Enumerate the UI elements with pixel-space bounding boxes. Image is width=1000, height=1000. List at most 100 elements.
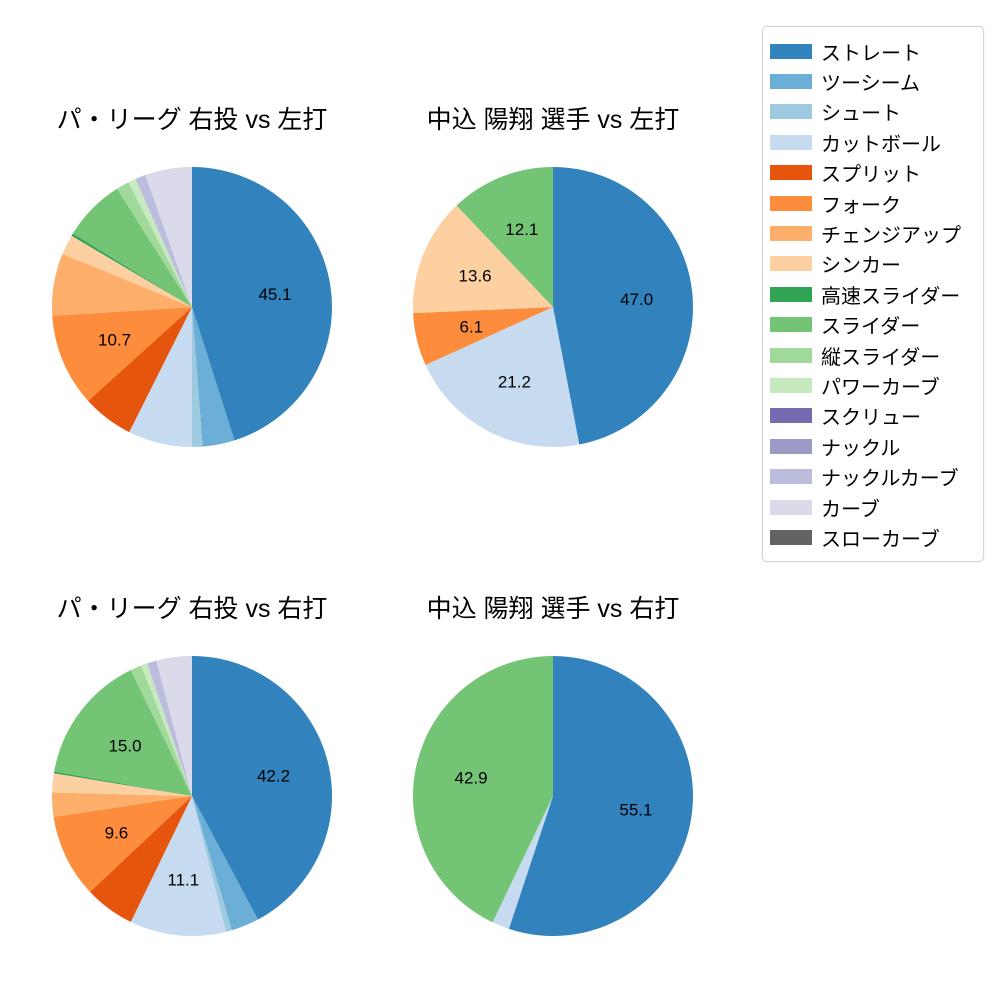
legend-row-11: パワーカーブ <box>770 370 977 400</box>
legend-swatch-icon <box>770 256 812 272</box>
pie-slice-シンカー <box>52 773 192 796</box>
pie-slice-チェンジアップ <box>52 253 192 316</box>
pie-slice-パワーカーブ <box>141 663 192 796</box>
legend-swatch-icon <box>770 74 812 90</box>
pie-slice-ナックルカーブ <box>135 174 192 307</box>
legend-label: パワーカーブ <box>821 376 940 399</box>
legend-row-1: ツーシーム <box>770 66 977 96</box>
chart-title-pa-league-vs-left: パ・リーグ 右投 vs 左打 <box>56 106 328 134</box>
pie-slice-チェンジアップ <box>52 792 193 818</box>
legend-label: スローカーブ <box>821 528 940 551</box>
pie-slice-ナックルカーブ <box>147 660 192 796</box>
pie-percentage-label: 9.6 <box>105 824 129 843</box>
pie-slice-フォーク <box>413 307 553 366</box>
legend-swatch-icon <box>770 408 812 424</box>
legend-swatch-icon <box>770 347 812 363</box>
pie-slice-縦スライダー <box>116 182 192 307</box>
pie-slice-スライダー <box>456 167 553 307</box>
legend-swatch-icon <box>770 165 812 181</box>
legend-label: 縦スライダー <box>821 346 941 369</box>
legend: ストレートツーシーム シュート カットボールスプリット フォークチェンジアップ シンカー… <box>762 26 984 562</box>
pie-percentage-label: 6.1 <box>460 318 484 337</box>
pie-slice-スライダー <box>72 188 192 307</box>
pie-percentage-label: 47.0 <box>620 290 653 309</box>
pie-player-vs-right: 55.1 42.9 <box>412 656 693 936</box>
legend-label: ツーシーム <box>821 73 920 96</box>
legend-label: スプリット <box>821 164 921 187</box>
legend-swatch-icon <box>770 377 812 393</box>
pie-slice-スプリット <box>89 796 192 922</box>
legend-label: チェンジアップ <box>821 225 961 248</box>
pie-slice-フォーク <box>53 796 192 892</box>
pie-percentage-label: 45.1 <box>258 285 291 304</box>
pie-percentage-label: 13.6 <box>459 267 492 286</box>
pie-percentage-label: 42.9 <box>455 768 488 787</box>
legend-label: ナックル <box>821 437 901 460</box>
legend-label: シンカー <box>821 255 901 278</box>
legend-swatch-icon <box>770 104 812 120</box>
legend-row-0: ストレート <box>770 36 977 66</box>
pie-slice-カットボール <box>130 796 226 936</box>
pie-slice-ツーシーム <box>192 307 235 447</box>
pie-slice-ストレート <box>192 656 333 920</box>
chart-title-pa-league-vs-right: パ・リーグ 右投 vs 右打 <box>56 595 328 623</box>
pie-slice-ストレート <box>192 167 333 441</box>
pie-slice-ストレート <box>553 167 693 445</box>
pie-slice-スライダー <box>54 670 192 796</box>
legend-label: スライダー <box>821 316 921 339</box>
pie-slice-カットボール <box>129 307 192 447</box>
legend-row-8: 高速スライダー <box>770 279 977 309</box>
legend-row-16: スローカーブ <box>770 522 977 552</box>
pie-percentage-label: 42.2 <box>257 767 290 786</box>
pie-slice-フォーク <box>52 307 192 401</box>
legend-swatch-icon <box>770 469 812 485</box>
pie-percentage-label: 21.2 <box>498 373 531 392</box>
pie-slice-シュート <box>192 796 232 932</box>
pie-percentage-label: 55.1 <box>619 800 652 819</box>
pie-slice-シンカー <box>413 205 553 314</box>
legend-swatch-icon <box>770 134 812 150</box>
pie-slice-ストレート <box>508 656 693 936</box>
pie-slice-スライダー <box>412 656 553 923</box>
legend-label: ストレート <box>821 42 921 65</box>
legend-label: スクリュー <box>821 407 921 430</box>
legend-row-15: カーブ <box>770 492 977 522</box>
legend-swatch-icon <box>770 43 812 59</box>
pie-slice-パワーカーブ <box>128 178 192 307</box>
legend-label: カーブ <box>821 498 880 521</box>
legend-row-13: ナックル <box>770 431 977 461</box>
legend-swatch-icon <box>770 529 812 545</box>
legend-swatch-icon <box>770 226 812 242</box>
pie-percentage-label: 10.7 <box>98 331 131 350</box>
chart-title-player-vs-left: 中込 陽翔 選手 vs 左打 <box>426 106 680 134</box>
pie-slice-ツーシーム <box>192 796 258 931</box>
legend-row-4: スプリット <box>770 158 977 188</box>
legend-row-2: シュート <box>770 97 977 127</box>
pie-player-vs-left: 47.0 21.2 6.1 13.6 12.1 <box>413 167 693 447</box>
pie-percentage-label: 12.1 <box>505 220 538 239</box>
legend-row-3: カットボール <box>770 127 977 157</box>
pie-slice-カットボール <box>425 307 580 447</box>
legend-row-5: フォーク <box>770 188 977 218</box>
legend-swatch-icon <box>770 286 812 302</box>
pie-slice-カーブ <box>156 656 192 796</box>
pie-slice-カットボール <box>492 796 553 929</box>
legend-row-14: ナックルカーブ <box>770 461 977 491</box>
pie-slice-シンカー <box>62 235 192 307</box>
pie-slice-縦スライダー <box>130 665 192 796</box>
legend-label: 高速スライダー <box>821 285 961 308</box>
pie-slice-高速スライダー <box>53 771 192 796</box>
legend-row-12: スクリュー <box>770 401 977 431</box>
pie-slice-スプリット <box>88 307 192 433</box>
pie-percentage-label: 15.0 <box>108 736 141 755</box>
pie-percentage-label: 11.1 <box>167 871 199 890</box>
legend-row-10: 縦スライダー <box>770 340 977 370</box>
legend-label: ナックルカーブ <box>821 468 959 491</box>
pie-pa-league-vs-right: 42.2 11.1 9.6 15.0 <box>52 656 333 936</box>
legend-swatch-icon <box>770 438 812 454</box>
legend-row-9: スライダー <box>770 310 977 340</box>
pie-pa-league-vs-left: 45.1 10.7 <box>52 167 333 447</box>
pie-slice-シュート <box>192 307 203 447</box>
legend-row-6: チェンジアップ <box>770 218 977 248</box>
pie-slice-高速スライダー <box>71 233 192 307</box>
